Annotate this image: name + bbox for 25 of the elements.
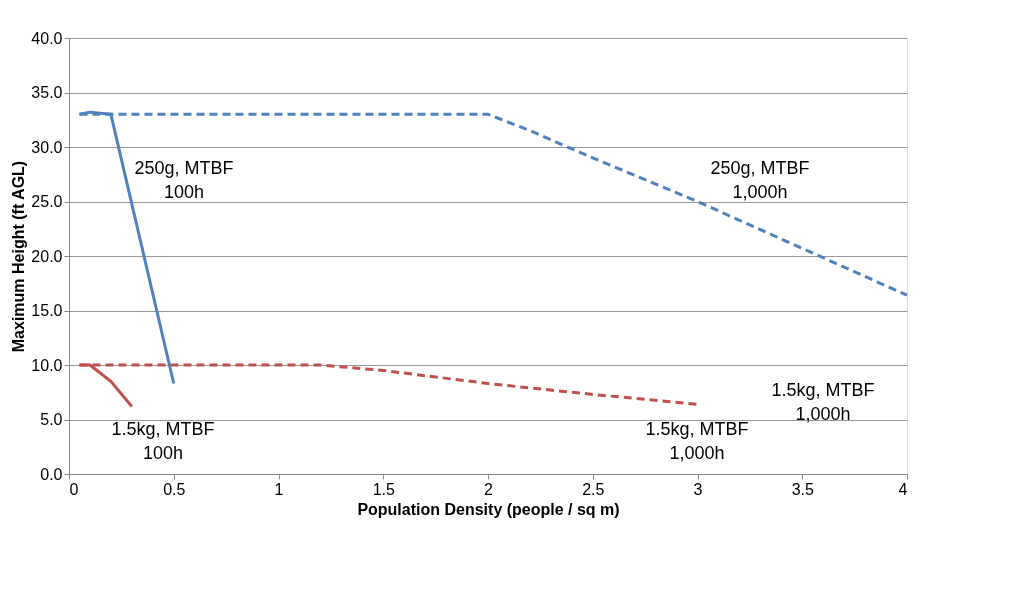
x-tick-label: 2.5 xyxy=(582,480,605,498)
x-tick-label: 1.5 xyxy=(372,480,395,498)
series-label: 250g, MTBF 100h xyxy=(134,158,234,202)
x-tick-label: 3 xyxy=(693,480,703,498)
y-tick-label: 40.0 xyxy=(31,29,63,47)
x-tick-label: 1 xyxy=(274,480,284,498)
y-axis-title: Maximum Height (ft AGL) xyxy=(10,160,28,353)
x-tick-label: 0 xyxy=(69,480,79,498)
y-tick-label: 25.0 xyxy=(31,193,63,210)
x-axis-title: Population Density (people / sq m) xyxy=(357,500,620,518)
y-tick-label: 10.0 xyxy=(31,356,63,374)
y-tick-label: 0.0 xyxy=(40,465,63,483)
x-tick-label: 0.5 xyxy=(163,480,186,498)
y-tick-label: 35.0 xyxy=(31,84,63,101)
series-label: 250g, MTBF 1,000h xyxy=(710,158,810,202)
y-tick-label: 15.0 xyxy=(31,302,63,319)
x-tick-label: 2 xyxy=(484,480,494,498)
y-tick-label: 30.0 xyxy=(31,138,63,156)
series-label: 1.5kg, MTBF 100h xyxy=(111,419,215,463)
x-tick-label: 3.5 xyxy=(791,480,814,498)
y-tick-label: 5.0 xyxy=(40,411,63,428)
series-label: 1.5kg, MTBF 1,000h xyxy=(645,419,749,463)
y-tick-label: 20.0 xyxy=(31,247,63,265)
x-tick-label: 4 xyxy=(898,480,908,498)
annotation: 1.5kg, MTBF 1,000h xyxy=(771,380,875,424)
